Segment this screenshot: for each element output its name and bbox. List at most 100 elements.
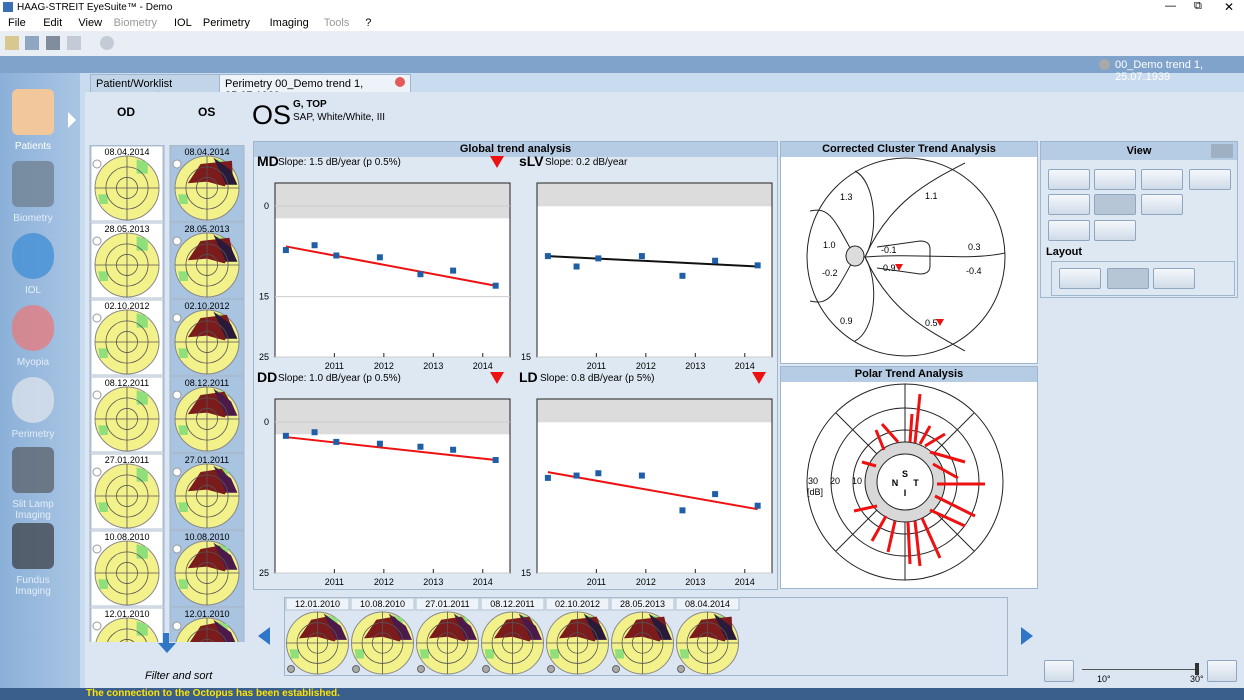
- exam-select[interactable]: [172, 159, 182, 169]
- menu-item[interactable]: File: [8, 17, 26, 29]
- view-button[interactable]: [1189, 169, 1231, 190]
- view-button[interactable]: [1141, 194, 1183, 215]
- sidebar-icon[interactable]: [12, 161, 54, 207]
- timeline-cell[interactable]: [415, 597, 480, 611]
- timeline-prev[interactable]: [258, 627, 270, 645]
- view-button-active[interactable]: [1094, 194, 1136, 215]
- sidebar-icon[interactable]: [12, 233, 54, 279]
- maximize[interactable]: ⧉: [1194, 0, 1202, 12]
- timeline-date[interactable]: 08.12.2011: [490, 599, 534, 609]
- exam-date[interactable]: 28.05.2013: [184, 224, 229, 234]
- menu-item[interactable]: Tools: [323, 17, 350, 29]
- exam-select[interactable]: [92, 544, 102, 554]
- tool-delete[interactable]: [67, 36, 81, 50]
- menu-item[interactable]: Imaging: [269, 17, 309, 29]
- minimize[interactable]: —: [1165, 0, 1176, 12]
- exam-select[interactable]: [92, 313, 102, 323]
- data-point[interactable]: [333, 438, 340, 445]
- close[interactable]: ✕: [1224, 0, 1235, 14]
- timeline-cell[interactable]: [545, 597, 610, 611]
- tab-active[interactable]: Perimetry 00_Demo trend 1, 25.07.1939: [219, 74, 411, 102]
- menu-item[interactable]: IOL: [174, 17, 192, 29]
- data-point[interactable]: [638, 472, 645, 479]
- menu-item[interactable]: View: [78, 17, 103, 29]
- view-button[interactable]: [1048, 169, 1090, 190]
- print-button[interactable]: [1211, 144, 1233, 158]
- menu-item[interactable]: Biometry: [113, 17, 157, 29]
- exam-select[interactable]: [92, 236, 102, 246]
- sidebar-label[interactable]: Biometry: [13, 213, 53, 224]
- tool-save[interactable]: [25, 36, 39, 50]
- data-point[interactable]: [282, 247, 289, 254]
- sidebar-label[interactable]: Perimetry: [11, 429, 55, 440]
- view-button[interactable]: [1048, 194, 1090, 215]
- view-button[interactable]: [1141, 169, 1183, 190]
- exam-select[interactable]: [172, 236, 182, 246]
- exam-select[interactable]: [92, 390, 102, 400]
- timeline-cell[interactable]: [285, 597, 350, 611]
- zoom-handle[interactable]: [1195, 663, 1199, 675]
- exam-select[interactable]: [172, 390, 182, 400]
- exam-select[interactable]: [92, 467, 102, 477]
- timeline-date[interactable]: 08.04.2014: [685, 599, 730, 609]
- sidebar-icon[interactable]: [12, 523, 54, 569]
- filter-sort[interactable]: Filter and sort: [145, 670, 213, 682]
- exam-date[interactable]: 10.08.2010: [104, 532, 149, 542]
- timeline-date[interactable]: 10.08.2010: [360, 599, 405, 609]
- layout-button[interactable]: [1153, 268, 1195, 289]
- zoom-out[interactable]: [1044, 660, 1074, 682]
- exam-date[interactable]: 27.01.2011: [105, 455, 149, 465]
- data-point[interactable]: [679, 272, 686, 279]
- tool-print[interactable]: [46, 36, 60, 50]
- data-point[interactable]: [376, 440, 383, 447]
- timeline-cell[interactable]: [350, 597, 415, 611]
- data-point[interactable]: [417, 443, 424, 450]
- data-point[interactable]: [450, 446, 457, 453]
- sidebar-icon[interactable]: [12, 89, 54, 135]
- exam-select[interactable]: [172, 467, 182, 477]
- data-point[interactable]: [282, 432, 289, 439]
- data-point[interactable]: [492, 457, 499, 464]
- exam-date[interactable]: 12.01.2010: [104, 609, 149, 619]
- exam-date[interactable]: 08.04.2014: [184, 147, 229, 157]
- sidebar-label[interactable]: Fundus Imaging: [15, 575, 51, 597]
- data-point[interactable]: [492, 282, 499, 289]
- timeline-date[interactable]: 27.01.2011: [425, 599, 469, 609]
- tab[interactable]: Patient/Worklist management: [90, 74, 220, 102]
- menu-item[interactable]: ?: [365, 17, 372, 29]
- sidebar-label[interactable]: Myopia: [16, 357, 50, 368]
- exam-select[interactable]: [92, 621, 102, 631]
- data-point[interactable]: [573, 263, 580, 270]
- view-button[interactable]: [1048, 220, 1090, 241]
- timeline-cell[interactable]: [480, 597, 545, 611]
- exam-date[interactable]: 10.08.2010: [184, 532, 229, 542]
- exam-select[interactable]: [172, 313, 182, 323]
- sidebar-icon[interactable]: [12, 447, 54, 493]
- exam-date[interactable]: 02.10.2012: [184, 301, 229, 311]
- tool-connect[interactable]: [100, 36, 114, 50]
- view-button[interactable]: [1094, 169, 1136, 190]
- data-point[interactable]: [595, 470, 602, 477]
- exam-date[interactable]: 08.12.2011: [185, 378, 229, 388]
- exam-date[interactable]: 02.10.2012: [104, 301, 149, 311]
- sidebar-label[interactable]: Patients: [14, 141, 52, 152]
- scroll-down-stem[interactable]: [163, 633, 169, 643]
- sidebar-label[interactable]: Slit Lamp Imaging: [12, 499, 54, 521]
- data-point[interactable]: [712, 491, 719, 498]
- timeline-date[interactable]: 12.01.2010: [295, 599, 340, 609]
- data-point[interactable]: [754, 262, 761, 269]
- data-point[interactable]: [450, 267, 457, 274]
- data-point[interactable]: [417, 271, 424, 278]
- sidebar-icon[interactable]: [12, 377, 54, 423]
- sidebar-label[interactable]: IOL: [24, 285, 42, 296]
- exam-date[interactable]: 08.04.2014: [104, 147, 149, 157]
- exam-date[interactable]: 08.12.2011: [105, 378, 149, 388]
- sidebar-icon[interactable]: [12, 305, 54, 351]
- tab-close[interactable]: [395, 77, 405, 87]
- menu-item[interactable]: Perimetry: [202, 17, 250, 29]
- scroll-down[interactable]: [158, 643, 176, 653]
- data-point[interactable]: [573, 472, 580, 479]
- view-button[interactable]: [1094, 220, 1136, 241]
- data-point[interactable]: [544, 253, 551, 260]
- exam-date[interactable]: 27.01.2011: [185, 455, 229, 465]
